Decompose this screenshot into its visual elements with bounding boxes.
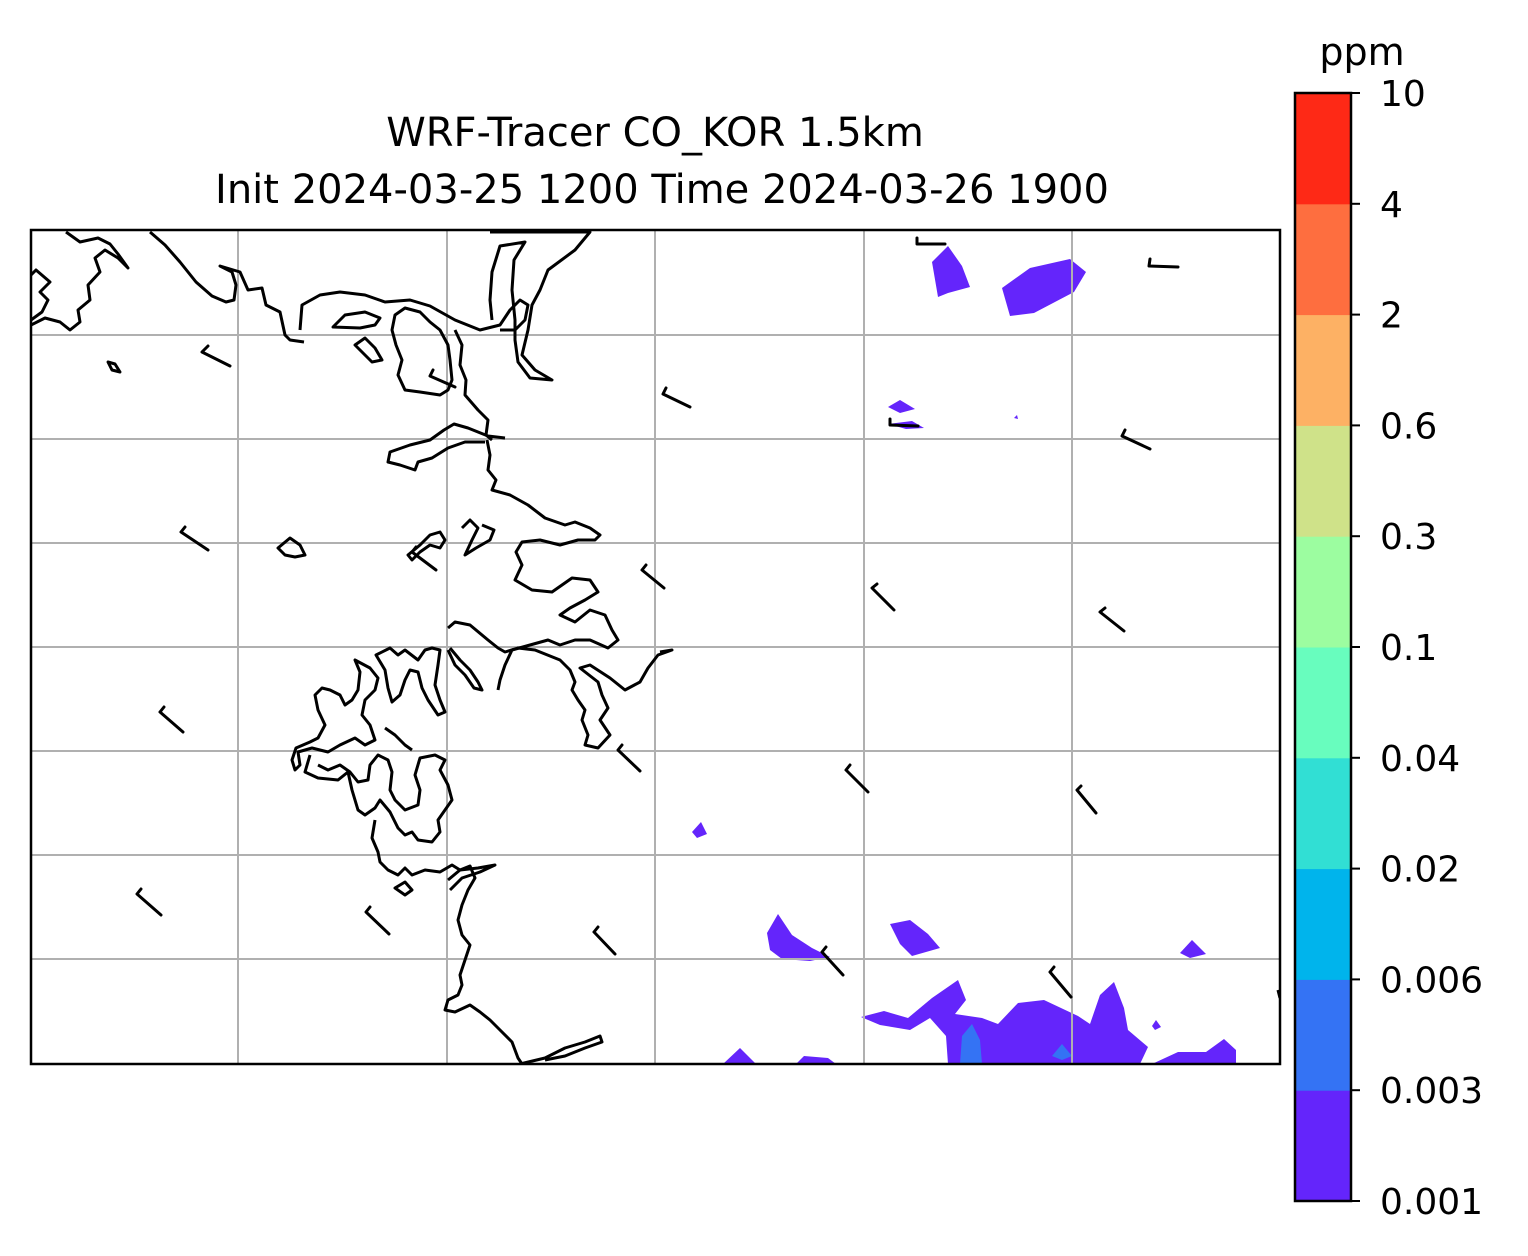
coastline: [31, 268, 52, 322]
colorbar-tick-label: 0.3: [1380, 517, 1437, 558]
colorbar-tick-label: 0.006: [1380, 960, 1483, 1001]
contour-patch: [767, 914, 830, 961]
colorbar-band: [1295, 757, 1351, 870]
contour-patch: [1180, 940, 1206, 958]
coastline: [393, 880, 414, 897]
wind-barb: [179, 525, 210, 552]
colorbar-band: [1295, 868, 1351, 980]
wind-barb: [1120, 428, 1152, 451]
colorbar-tick-label: 0.001: [1380, 1182, 1483, 1223]
title-line-2: Init 2024-03-25 1200 Time 2024-03-26 190…: [215, 167, 1109, 213]
wind-barb: [820, 945, 845, 977]
contour-patch: [1152, 1020, 1161, 1030]
coastline: [384, 726, 413, 752]
coastline: [374, 646, 447, 717]
wind-barb: [135, 887, 163, 917]
coastline: [447, 620, 674, 750]
concentration-contours: [692, 246, 1236, 1064]
coastline: [446, 647, 484, 692]
wind-barb: [592, 925, 617, 956]
contour-patch: [1014, 415, 1018, 419]
wind-barb: [1075, 784, 1098, 815]
colorbar-bands: [1295, 93, 1351, 1202]
coastline: [370, 819, 524, 1064]
colorbar-tick-label: 0.04: [1380, 739, 1460, 780]
contour-patch: [861, 980, 1148, 1064]
wind-barb: [870, 582, 896, 612]
coastline: [519, 1034, 604, 1064]
coastline: [31, 230, 130, 332]
title-line-1: WRF-Tracer CO_KOR 1.5km: [386, 110, 924, 156]
gridlines: [31, 230, 1280, 1064]
contour-patch: [723, 1048, 756, 1064]
coastline: [106, 360, 122, 374]
wind-barb: [1048, 965, 1073, 999]
coastlines: [31, 230, 1280, 1064]
colorbar-band: [1295, 536, 1351, 648]
colorbar-tick-label: 10: [1380, 74, 1426, 115]
contour-patch: [888, 400, 915, 413]
colorbar-band: [1295, 93, 1351, 205]
colorbar-tick-label: 0.6: [1380, 406, 1437, 447]
colorbar-tick-label: 0.003: [1380, 1071, 1483, 1112]
wind-barb: [844, 763, 870, 794]
coastline: [149, 230, 305, 344]
colorbar-tick-label: 2: [1380, 296, 1403, 337]
wind-barb: [1098, 606, 1126, 633]
contour-patch: [1152, 1039, 1236, 1064]
wind-barb: [200, 344, 232, 368]
colorbar-tick-label: 0.1: [1380, 628, 1437, 669]
map-frame: [29, 228, 1282, 1066]
coastline: [353, 336, 384, 364]
coastline: [331, 310, 382, 330]
contour-patch: [796, 1056, 836, 1064]
colorbar-unit-label: ppm: [1319, 30, 1404, 74]
colorbar-frame: [1293, 91, 1353, 1203]
colorbar-band: [1295, 425, 1351, 537]
coastline: [488, 230, 592, 382]
colorbar-band: [1295, 979, 1351, 1091]
wind-barbs: [135, 236, 1180, 999]
coastline: [290, 658, 380, 772]
wind-barb: [1147, 257, 1180, 269]
contour-patch: [890, 920, 940, 956]
coastline: [447, 863, 497, 892]
wind-barb: [640, 563, 666, 590]
map-panel: [29, 228, 1282, 1066]
wind-barb: [915, 236, 947, 246]
wind-barb: [364, 905, 391, 936]
colorbar-ticks: 0.001 0.003 0.006 0.02 0.04 0.1 0.3 0.6 2 4 10: [1351, 74, 1483, 1223]
colorbar-tick-label: 0.02: [1380, 850, 1460, 891]
wind-barb: [888, 417, 920, 428]
wind-barb: [661, 386, 692, 409]
coastline: [460, 518, 496, 557]
contour-patch: [692, 822, 707, 838]
coastline: [276, 536, 307, 559]
contour-patch: [960, 1024, 982, 1064]
contour-patch: [1052, 1044, 1072, 1060]
coastline: [453, 329, 493, 442]
coastline: [298, 290, 530, 332]
wind-barb: [158, 705, 185, 734]
colorbar: ppm 0.001 0.003 0.006 0.02 0.04 0.1 0.3 0.6 2 4 10: [1293, 30, 1483, 1223]
wind-barb: [410, 545, 438, 572]
colorbar-band: [1295, 314, 1351, 426]
contour-patch: [1002, 259, 1086, 316]
colorbar-band: [1295, 647, 1351, 759]
wind-barb: [616, 743, 642, 773]
colorbar-tick-label: 4: [1380, 185, 1403, 226]
colorbar-band: [1295, 203, 1351, 316]
coastline: [303, 753, 454, 844]
coastline: [390, 306, 454, 397]
wind-barb: [428, 368, 457, 389]
colorbar-band: [1295, 1090, 1351, 1202]
contour-patch: [932, 246, 970, 297]
coastline: [485, 439, 620, 691]
coastline: [386, 422, 506, 472]
